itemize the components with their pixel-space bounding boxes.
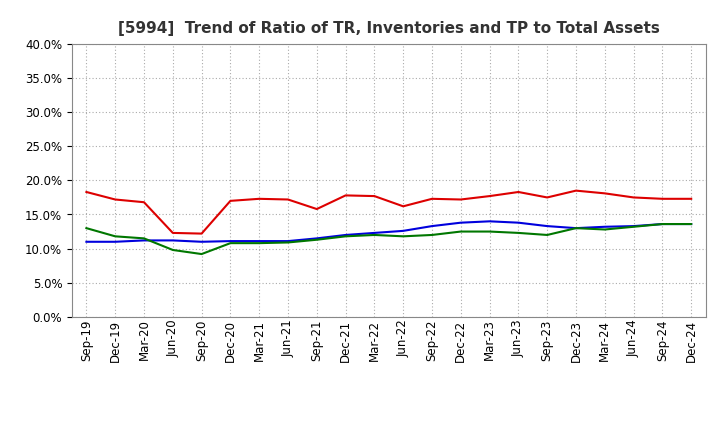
Trade Receivables [226,198,235,203]
Inventories [140,238,148,243]
Trade Payables [284,240,292,245]
Trade Receivables [658,196,667,202]
Inventories [312,236,321,241]
Inventories [543,224,552,229]
Trade Receivables [456,197,465,202]
Trade Payables [629,224,638,229]
Trade Payables [226,241,235,246]
Trade Receivables [543,195,552,200]
Inventories [428,224,436,229]
Trade Receivables [370,194,379,199]
Trade Receivables [629,195,638,200]
Trade Payables [341,234,350,239]
Trade Payables [197,251,206,257]
Inventories [284,238,292,244]
Trade Payables [485,229,494,234]
Inventories [341,232,350,238]
Trade Payables [168,247,177,253]
Inventories [658,221,667,227]
Inventories [399,228,408,234]
Trade Payables [399,234,408,239]
Trade Payables [543,232,552,238]
Line: Trade Receivables: Trade Receivables [86,191,691,234]
Trade Payables [111,234,120,239]
Inventories [456,220,465,225]
Trade Payables [428,232,436,238]
Trade Payables [658,221,667,227]
Inventories [197,239,206,244]
Inventories [687,221,696,227]
Trade Receivables [82,189,91,194]
Trade Payables [312,237,321,242]
Inventories [82,239,91,244]
Title: [5994]  Trend of Ratio of TR, Inventories and TP to Total Assets: [5994] Trend of Ratio of TR, Inventories… [118,21,660,36]
Trade Payables [687,221,696,227]
Trade Receivables [140,200,148,205]
Inventories [485,219,494,224]
Trade Receivables [341,193,350,198]
Trade Receivables [600,191,609,196]
Inventories [370,230,379,235]
Trade Receivables [197,231,206,236]
Inventories [629,224,638,229]
Trade Receivables [255,196,264,202]
Inventories [514,220,523,225]
Inventories [226,238,235,244]
Inventories [572,225,580,231]
Trade Payables [514,230,523,235]
Trade Payables [456,229,465,234]
Trade Receivables [111,197,120,202]
Trade Payables [572,225,580,231]
Trade Payables [370,232,379,238]
Trade Receivables [514,189,523,194]
Inventories [600,224,609,229]
Line: Inventories: Inventories [86,221,691,242]
Trade Payables [600,227,609,232]
Trade Payables [82,225,91,231]
Inventories [255,238,264,244]
Trade Receivables [312,206,321,212]
Inventories [111,239,120,244]
Trade Payables [140,236,148,241]
Trade Payables [255,241,264,246]
Trade Receivables [428,196,436,202]
Inventories [168,238,177,243]
Trade Receivables [687,196,696,202]
Trade Receivables [168,230,177,235]
Trade Receivables [485,194,494,199]
Trade Receivables [284,197,292,202]
Line: Trade Payables: Trade Payables [86,224,691,254]
Trade Receivables [399,204,408,209]
Trade Receivables [572,188,580,193]
